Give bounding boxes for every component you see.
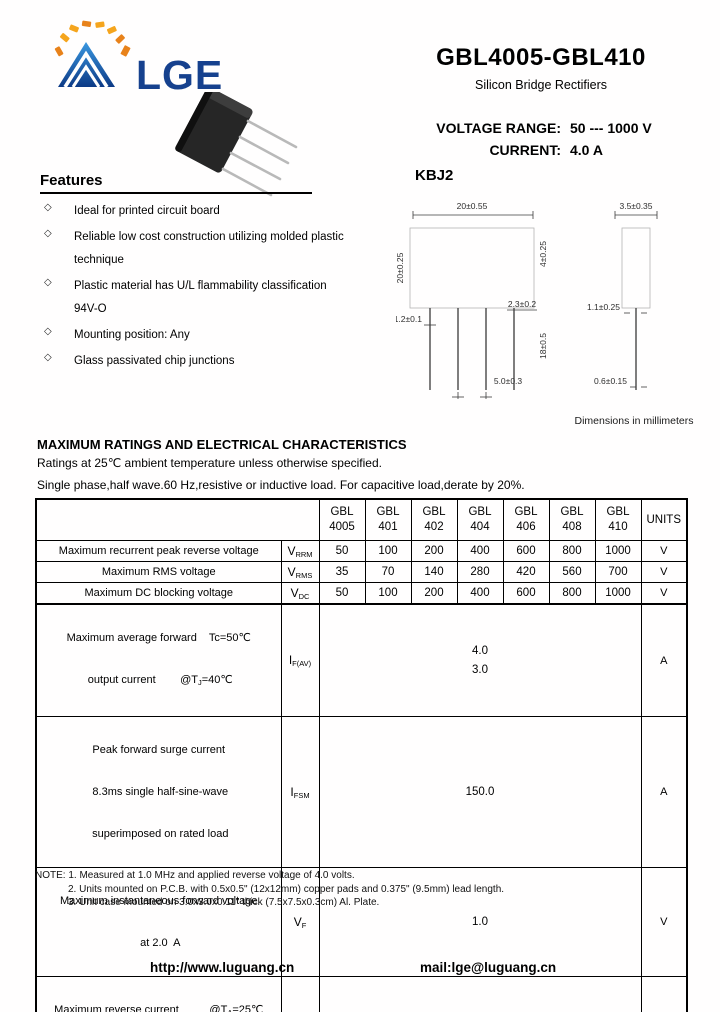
column-header-gbl408: GBL 408 <box>548 498 596 541</box>
dim-shoulder: 4±0.25 <box>538 241 548 267</box>
dim-side-width: 3.5±0.35 <box>619 201 652 211</box>
dim-body-height: 20±0.25 <box>396 252 405 283</box>
note-line-2: 2. Units mounted on P.C.B. with 0.5x0.5"… <box>68 883 505 895</box>
dim-side-lead: 1.1±0.25 <box>587 302 620 312</box>
section-heading: MAXIMUM RATINGS AND ELECTRICAL CHARACTER… <box>37 437 407 452</box>
row-vf: Maximum instantaneous forward voltage at… <box>35 867 688 977</box>
package-outline-drawing: 20±0.55 20±0.25 1.2±0.1 2.3±0.2 4±0.25 1… <box>396 201 694 427</box>
current-label: CURRENT: <box>489 142 561 158</box>
row-vdc: Maximum DC blocking voltage VDC 50 100 2… <box>35 582 688 605</box>
dimensions-caption: Dimensions in millimeters <box>574 415 693 427</box>
package-body-front <box>409 227 535 309</box>
logo-mountain-icon <box>58 42 115 88</box>
dim-side-lead-thickness: 0.6±0.15 <box>594 376 627 386</box>
conditions-line-1: Ratings at 25℃ ambient temperature unles… <box>37 456 382 470</box>
diamond-bullet-icon: ◇ <box>44 352 52 363</box>
bridge-rectifier-body <box>175 92 253 173</box>
column-header-gbl402: GBL 402 <box>410 498 458 541</box>
feature-item: ◇ Reliable low cost construction utilizi… <box>44 226 349 272</box>
dim-lead-length: 18±0.5 <box>538 333 548 359</box>
column-header-gbl404: GBL 404 <box>456 498 504 541</box>
row-ifav: Maximum average forward Tc=50℃ output cu… <box>35 603 688 717</box>
row-vrrm: Maximum recurrent peak reverse voltage V… <box>35 540 688 562</box>
column-header-gbl410: GBL 410 <box>594 498 642 541</box>
diamond-bullet-icon: ◇ <box>44 202 52 213</box>
note-label: NOTE: <box>35 870 66 881</box>
feature-item: ◇ Glass passivated chip junctions <box>44 350 349 373</box>
current-value: 4.0 A <box>570 142 603 158</box>
website-url: http://www.luguang.cn <box>150 960 295 975</box>
package-name: KBJ2 <box>415 167 454 184</box>
diamond-bullet-icon: ◇ <box>44 326 52 337</box>
dim-notch: 2.3±0.2 <box>508 299 537 309</box>
component-leads <box>221 119 298 197</box>
row-vrms: Maximum RMS voltage VRMS 35 70 140 280 4… <box>35 561 688 583</box>
note-line-1: NOTE: 1. Measured at 1.0 MHz and applied… <box>35 870 355 881</box>
ratings-summary: VOLTAGE RANGE: 50 --- 1000 V CURRENT: 4.… <box>396 117 708 161</box>
dim-lead-pitch: 5.0±0.3 <box>494 376 523 386</box>
package-body-side <box>621 227 651 309</box>
column-header-gbl401: GBL 401 <box>364 498 412 541</box>
voltage-range-value: 50 --- 1000 V <box>570 120 652 136</box>
logo-text: LGE <box>136 52 223 98</box>
page-title: GBL4005-GBL410 <box>436 44 646 71</box>
diamond-bullet-icon: ◇ <box>44 277 52 288</box>
dim-lead-width: 1.2±0.1 <box>396 314 422 324</box>
features-heading: Features <box>40 172 312 194</box>
feature-item: ◇ Plastic material has U/L flammability … <box>44 275 349 321</box>
column-header-gbl4005: GBL 4005 <box>318 498 366 541</box>
feature-item: ◇ Mounting position: Any <box>44 324 349 347</box>
note-line-3: 3. Unit case mounted on 3.0x3.0x0.11" th… <box>68 897 380 908</box>
lge-logo: LGE <box>54 20 223 98</box>
column-header-gbl406: GBL 406 <box>502 498 550 541</box>
footnotes: NOTE: 1. Measured at 1.0 MHz and applied… <box>35 869 504 910</box>
row-ir: Maximum reverse current @TA=25℃ at rated… <box>35 976 688 1012</box>
header-empty-cell <box>35 498 320 541</box>
feature-item: ◇ Ideal for printed circuit board <box>44 200 349 223</box>
ratings-table: GBL 4005 GBL 401 GBL 402 GBL 404 GBL 406 GBL 4… <box>35 498 688 1012</box>
product-photo <box>175 92 298 197</box>
dim-top-width: 20±0.55 <box>457 201 488 211</box>
logo-arc-dots <box>54 20 131 57</box>
row-ifsm: Peak forward surge current 8.3ms single … <box>35 716 688 868</box>
conditions-line-2: Single phase,half wave.60 Hz,resistive o… <box>37 478 525 492</box>
features-list: ◇ Ideal for printed circuit board ◇ Reli… <box>44 200 349 376</box>
column-header-units: UNITS <box>640 498 688 541</box>
table-header-row: GBL 4005 GBL 401 GBL 402 GBL 404 GBL 406 GBL 4… <box>35 498 688 541</box>
diamond-bullet-icon: ◇ <box>44 228 52 239</box>
voltage-range-label: VOLTAGE RANGE: <box>436 120 561 136</box>
page-subtitle: Silicon Bridge Rectifiers <box>475 78 607 92</box>
email-address: mail:lge@luguang.cn <box>420 960 557 975</box>
